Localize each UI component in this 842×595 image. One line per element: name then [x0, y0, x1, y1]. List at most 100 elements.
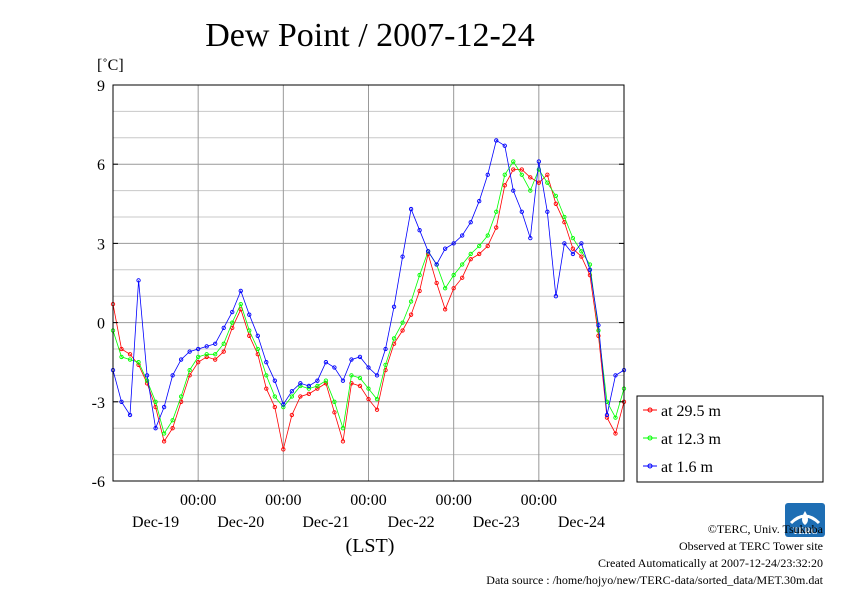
data-point [247, 328, 252, 333]
legend-box [636, 395, 824, 483]
series-layer [110, 138, 627, 452]
data-point [485, 233, 490, 238]
legend-label: at 12.3 m [661, 431, 722, 448]
legend-marker [647, 435, 653, 441]
data-point [604, 399, 610, 404]
data-point [247, 312, 252, 317]
data-point [366, 397, 371, 402]
data-point [238, 301, 243, 307]
data-point [357, 375, 363, 381]
data-point [400, 254, 405, 259]
data-point [298, 381, 303, 386]
y-axis-unit-label: [˚C] [97, 57, 124, 74]
data-point [502, 143, 507, 148]
data-point [255, 346, 260, 352]
data-point [230, 309, 235, 315]
data-point [400, 320, 405, 325]
data-point [204, 354, 209, 360]
y-tick-labels: -6 -3 0 3 6 9 [92, 78, 624, 491]
data-point [553, 201, 559, 206]
data-point [562, 214, 567, 220]
data-point [502, 172, 507, 177]
data-point [204, 344, 209, 349]
data-point [417, 288, 422, 294]
data-point [323, 378, 329, 383]
data-point [306, 391, 312, 397]
data-point [408, 312, 414, 317]
data-point [332, 365, 337, 370]
data-point [340, 426, 346, 431]
data-point [383, 362, 388, 367]
data-point [596, 333, 601, 338]
data-point [127, 352, 133, 357]
data-point [570, 251, 576, 257]
data-point [460, 262, 465, 267]
data-point [596, 323, 601, 328]
data-point [442, 286, 448, 291]
terc-logo: TERC [785, 503, 825, 537]
data-point [485, 243, 490, 249]
data-point [460, 275, 465, 280]
data-point [442, 246, 448, 251]
x-tick-time-label: 00:00 [435, 492, 471, 509]
data-point [519, 172, 524, 177]
legend: at 29.5 m at 12.3 m at 1.6 m [636, 395, 824, 483]
data-point [374, 373, 380, 378]
data-point [366, 386, 371, 391]
data-point [230, 325, 235, 331]
data-point [204, 352, 209, 357]
data-point [613, 373, 618, 378]
data-point [264, 373, 269, 378]
data-point [604, 412, 610, 418]
data-point [221, 325, 226, 331]
data-point [238, 288, 243, 294]
data-point [391, 304, 397, 309]
data-point [170, 426, 175, 431]
data-point [366, 365, 371, 370]
x-tick-date-label: Dec-20 [217, 514, 264, 531]
data-point [323, 360, 329, 365]
data-point [425, 249, 431, 254]
grid-lines [113, 85, 624, 481]
data-point [442, 307, 448, 312]
data-point [272, 394, 277, 399]
data-point [451, 272, 456, 278]
data-point [383, 346, 388, 352]
data-point [391, 336, 397, 341]
data-point [545, 209, 550, 214]
data-point [178, 357, 184, 362]
data-point [264, 360, 269, 365]
chart-title: Dew Point / 2007-12-24 [205, 17, 535, 54]
data-point [153, 426, 158, 431]
data-point [511, 159, 516, 164]
data-point [349, 381, 354, 386]
data-point [528, 188, 533, 193]
x-tick-date-label: Dec-19 [132, 514, 179, 531]
data-point [119, 346, 124, 352]
y-tick-label: 6 [97, 157, 105, 174]
x-tick-date-label: Dec-23 [473, 514, 520, 531]
data-point [255, 333, 260, 338]
data-point [477, 243, 482, 249]
credit-source: Data source : /home/hojyo/new/TERC-data/… [486, 573, 823, 587]
y-tick-label: 3 [97, 236, 105, 253]
series-group [110, 138, 627, 431]
data-point [553, 193, 559, 199]
data-point [272, 378, 277, 383]
data-point [187, 349, 192, 354]
data-point [519, 209, 524, 214]
data-point [315, 383, 320, 389]
data-point [579, 254, 584, 259]
data-point [161, 439, 167, 444]
data-point [545, 180, 550, 185]
data-point [408, 206, 414, 212]
data-point [434, 280, 439, 286]
data-point [127, 412, 133, 418]
data-point [340, 439, 346, 444]
data-point [289, 412, 294, 418]
y-tick-label: 0 [97, 316, 105, 333]
data-point [528, 175, 533, 180]
data-point [196, 346, 201, 352]
data-point [545, 172, 550, 177]
